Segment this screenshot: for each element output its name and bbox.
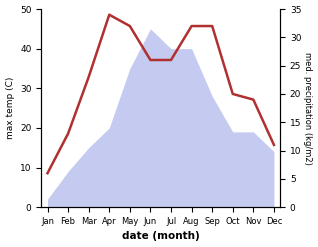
Y-axis label: med. precipitation (kg/m2): med. precipitation (kg/m2) (303, 52, 313, 165)
Y-axis label: max temp (C): max temp (C) (5, 77, 15, 139)
X-axis label: date (month): date (month) (122, 231, 200, 242)
